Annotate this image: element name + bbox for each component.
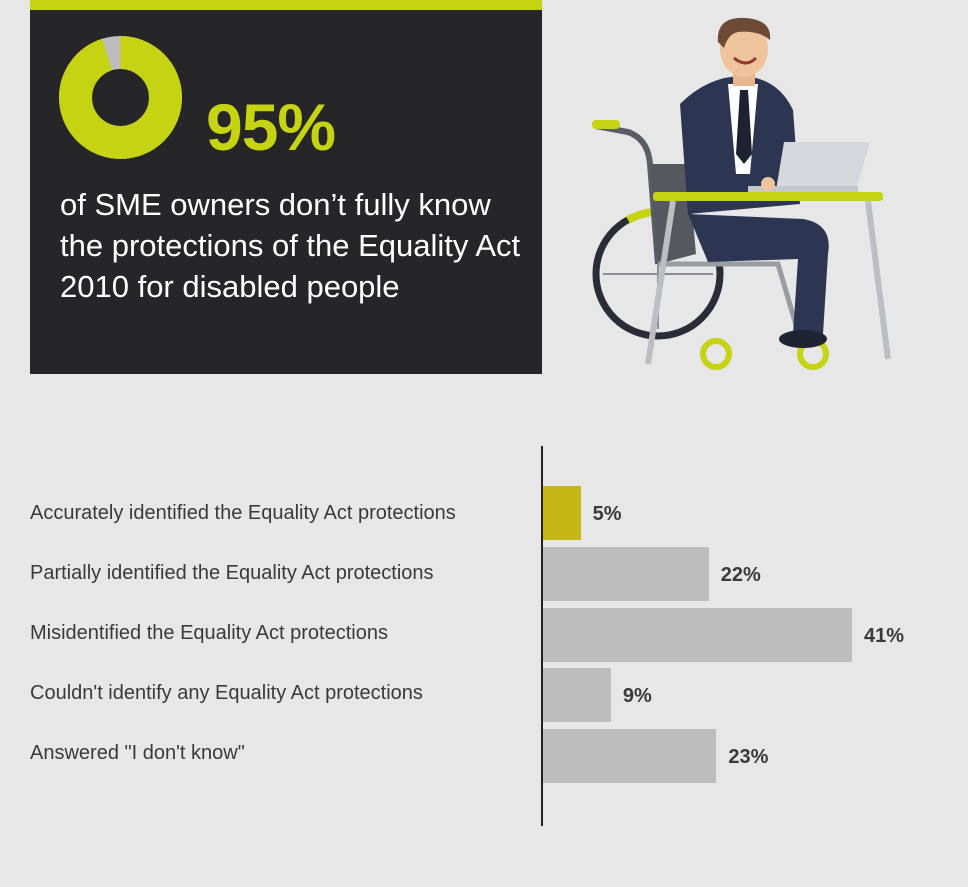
accent-strip <box>30 0 542 10</box>
hair <box>717 17 771 48</box>
face <box>720 21 768 77</box>
laptop-base <box>748 186 858 192</box>
wheelchair-handle-grip <box>592 120 620 129</box>
value-label: 5% <box>592 503 622 525</box>
value-label: 22% <box>720 564 761 586</box>
value-label: 23% <box>728 746 769 768</box>
headline-stat: 95% <box>206 90 336 164</box>
shoe <box>779 330 827 348</box>
donut-value-arc <box>59 36 182 159</box>
category-label: Partially identified the Equality Act pr… <box>30 562 434 584</box>
chart-baseline <box>541 446 543 826</box>
category-label: Misidentified the Equality Act protectio… <box>30 622 388 644</box>
stat-caption: of SME owners don’t fully know the prote… <box>60 187 521 304</box>
smile <box>733 56 758 65</box>
desk-top <box>653 192 883 201</box>
wheelchair-front-caster <box>700 338 732 370</box>
trousers <box>688 214 829 334</box>
person-in-wheelchair-with-laptop-illustration <box>592 17 891 370</box>
category-label: Couldn't identify any Equality Act prote… <box>30 682 423 704</box>
wheelchair-handle <box>595 123 661 265</box>
laptop-screen <box>776 142 870 190</box>
desk-leg <box>645 200 676 365</box>
bar-misidentified <box>543 608 852 662</box>
value-label: 41% <box>864 625 905 647</box>
bar-accurately-identified <box>543 486 581 540</box>
bar-could-not-identify <box>543 668 611 722</box>
bar-chart: Accurately identified the Equality Act p… <box>0 440 968 840</box>
desk-leg-2 <box>865 200 891 360</box>
donut-chart-icon <box>59 36 182 159</box>
bar-partially-identified <box>543 547 709 601</box>
hand <box>761 177 775 191</box>
bar-dont-know <box>543 729 717 783</box>
tie <box>736 90 752 164</box>
category-label: Accurately identified the Equality Act p… <box>30 502 456 524</box>
value-label: 9% <box>622 685 652 707</box>
category-label: Answered "I don't know" <box>30 742 245 764</box>
stat-panel: 95% of SME owners don’t fully know the p… <box>30 0 542 374</box>
